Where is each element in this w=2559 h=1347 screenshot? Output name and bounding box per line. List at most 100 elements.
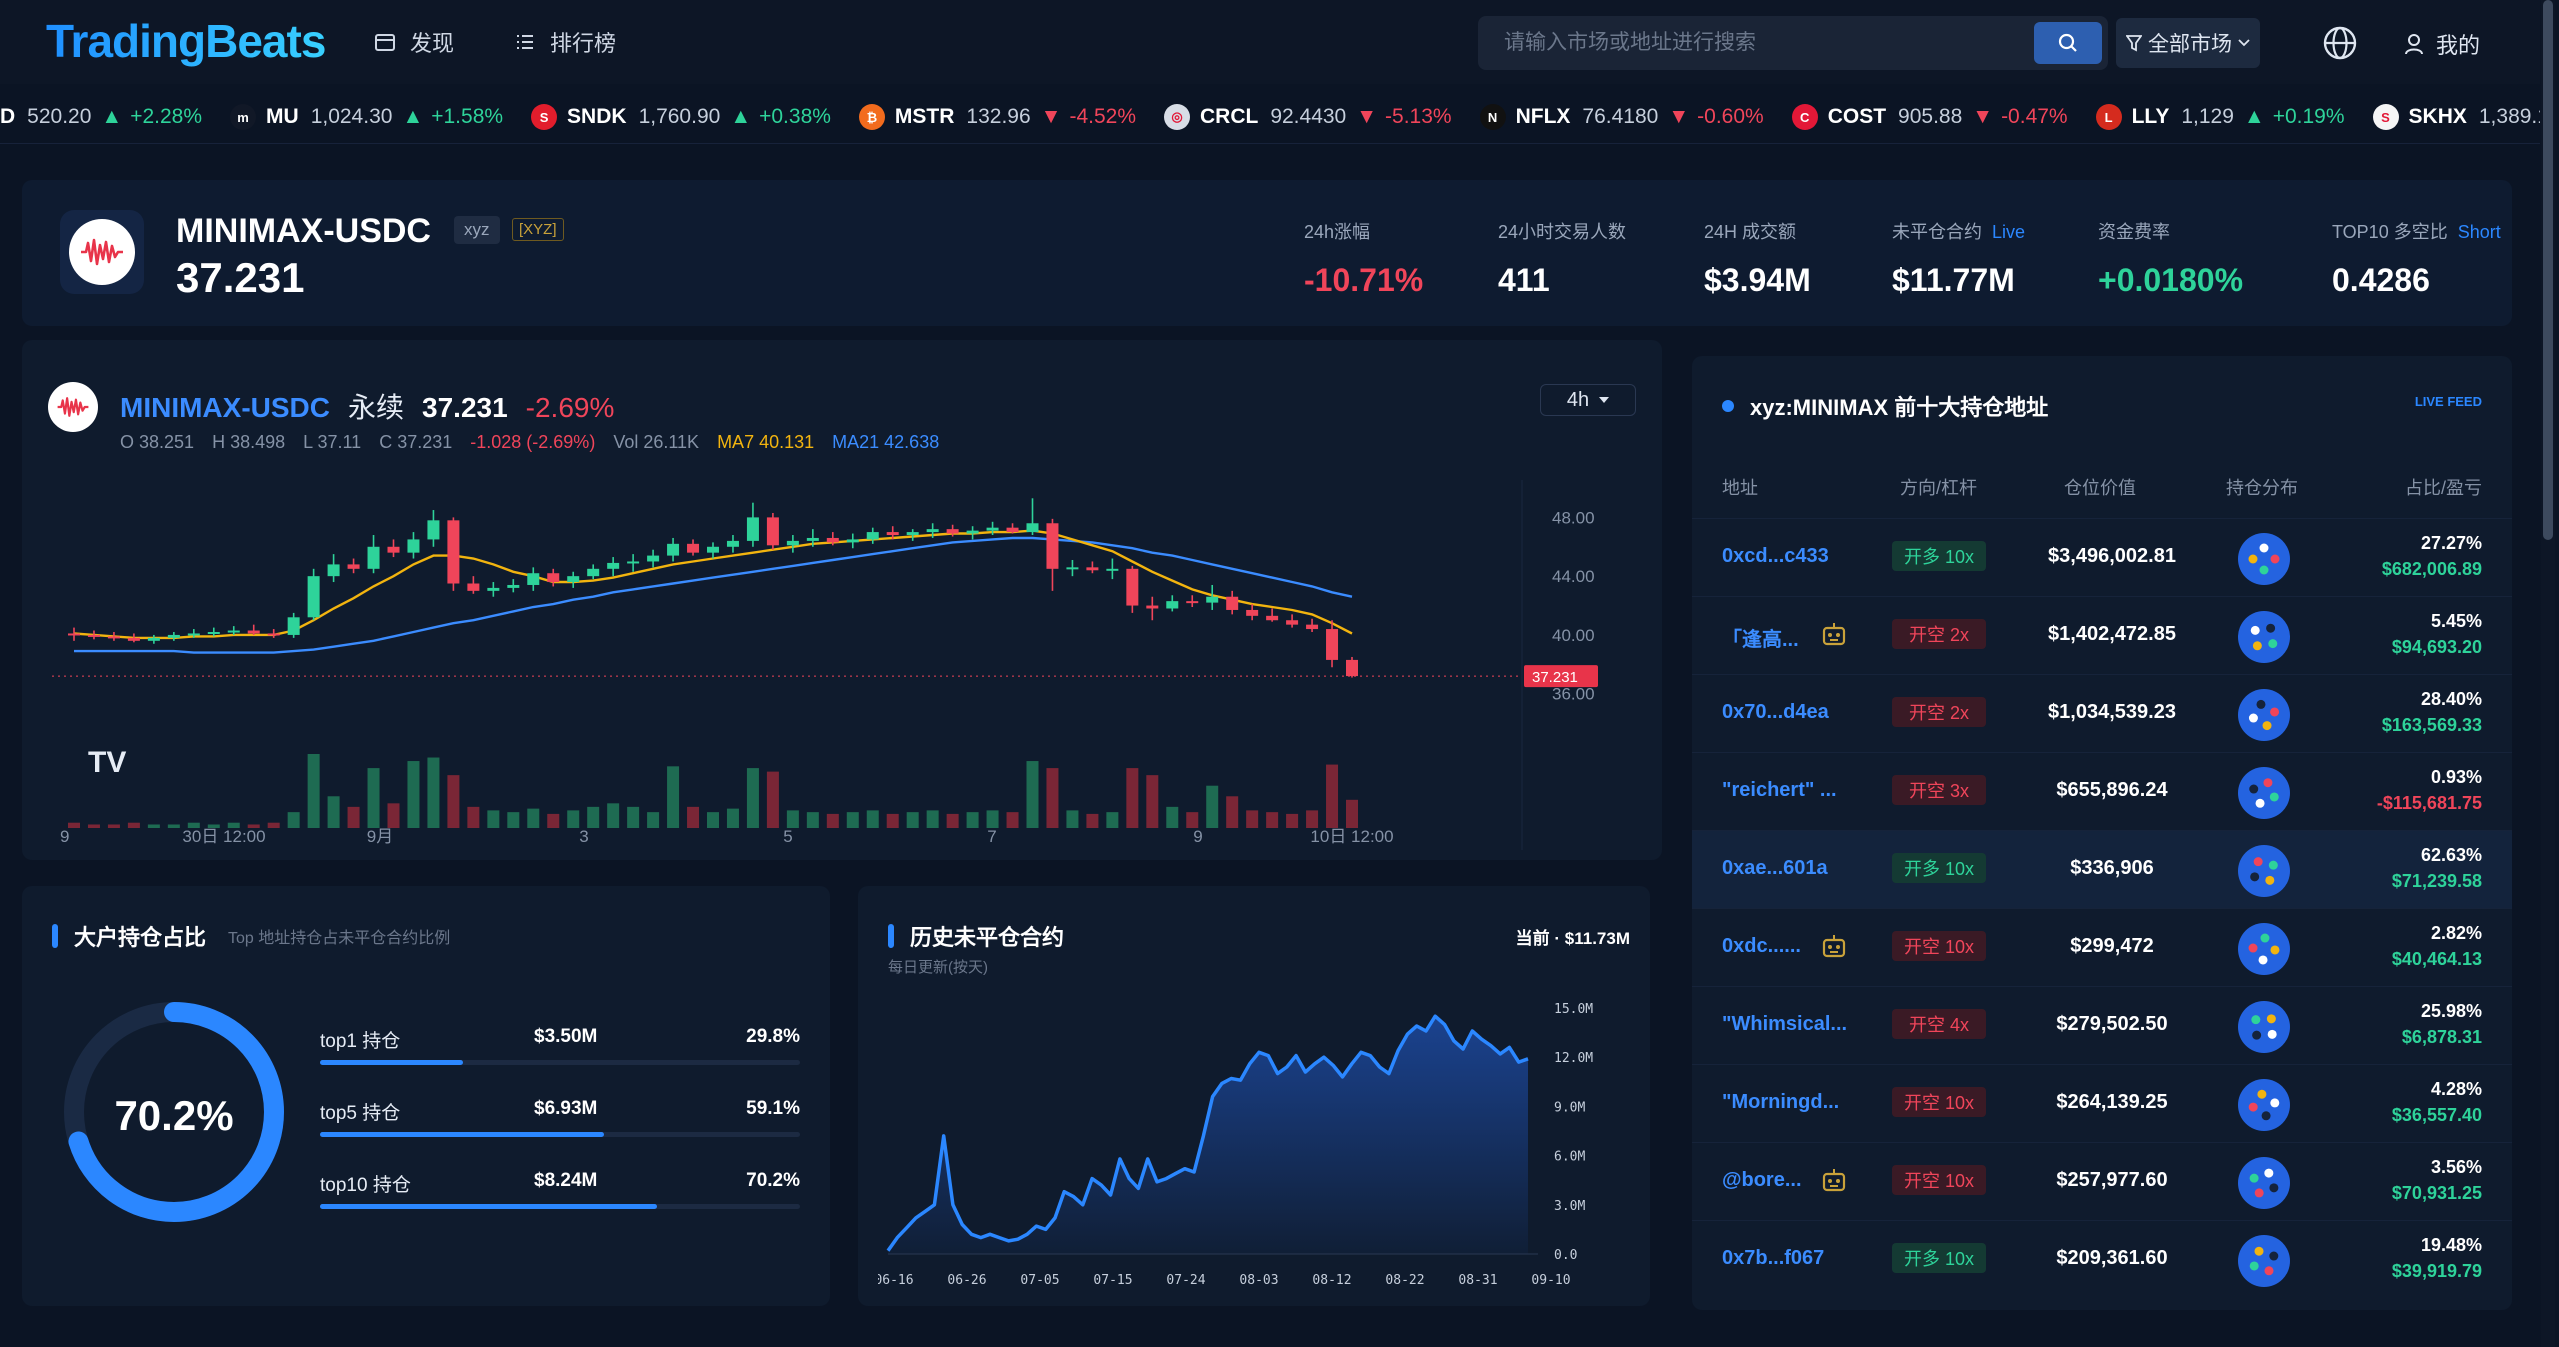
- volume-bar: [1126, 768, 1139, 828]
- volume-bar: [826, 813, 839, 828]
- arrow-up-icon: ▲: [2243, 105, 2265, 128]
- volume-bar: [407, 761, 420, 828]
- candle-body: [786, 540, 799, 546]
- volume-bar: [726, 808, 739, 828]
- nav-discover-label: 发现: [410, 31, 455, 56]
- x-tick-label: 10日 12:00: [1310, 827, 1393, 846]
- holder-row[interactable]: "reichert" ... 开空 3x $655,896.24 0.93% -$115…: [1692, 752, 2512, 830]
- pair-price: 37.231: [176, 254, 305, 301]
- nav-discover[interactable]: 发现: [374, 26, 454, 58]
- holder-address[interactable]: "Morningd...: [1722, 1091, 1840, 1113]
- holder-row[interactable]: 0x7b...f067 开多 10x $209,361.60 19.48% $39,91…: [1692, 1220, 2512, 1298]
- pie-segment: [2256, 699, 2266, 709]
- volume-bar: [387, 803, 400, 828]
- ticker-item[interactable]: C COST 905.88 ▼ -0.47%: [1791, 104, 2068, 130]
- candle-body: [906, 532, 919, 536]
- oi-y-tick: 6.0M: [1554, 1150, 1585, 1165]
- holder-address[interactable]: 0xcd...c433: [1722, 545, 1829, 567]
- scrollbar-thumb[interactable]: [2543, 0, 2553, 540]
- ticker-item[interactable]: L LLY 1,129 ▲ +0.19%: [2095, 104, 2345, 130]
- candle-body: [187, 633, 200, 636]
- volume-bar: [687, 806, 700, 828]
- holder-row[interactable]: 0xae...601a 开多 10x $336,906 62.63% $71,239.5…: [1692, 830, 2512, 908]
- candle-body: [147, 637, 160, 641]
- holder-address[interactable]: "Whimsical...: [1722, 1013, 1848, 1035]
- candle-body: [607, 562, 620, 569]
- concentration-donut: [64, 1002, 284, 1222]
- ticker-price: 1,024.30: [310, 105, 393, 128]
- oi-x-tick: 06-16: [878, 1273, 914, 1288]
- holder-position-value: $3,496,002.81: [2048, 545, 2176, 567]
- user-menu[interactable]: 我的: [2404, 28, 2480, 60]
- pie-segment: [2252, 1030, 2262, 1040]
- candle-body: [1206, 596, 1219, 603]
- candle-body: [966, 530, 979, 534]
- volume-bar: [1286, 813, 1299, 828]
- globe-icon[interactable]: [2322, 25, 2358, 61]
- volume-bar: [1026, 761, 1039, 828]
- candle-body: [1026, 523, 1039, 533]
- volume-bar: [187, 822, 200, 828]
- holder-pnl: $39,919.79: [2391, 1261, 2482, 1281]
- pie-segment: [2264, 1266, 2274, 1276]
- ticker-item[interactable]: ◎ CRCL 92.4430 ▼ -5.13%: [1164, 104, 1452, 130]
- x-tick-label: 7: [987, 827, 996, 846]
- concentration-pct: 29.8%: [746, 1026, 800, 1047]
- holders-title: xyz:MINIMAX 前十大持仓地址: [1722, 390, 2048, 422]
- volume-bar: [1066, 810, 1079, 828]
- x-tick-label: 30日 12:00: [182, 827, 265, 846]
- oi-current-value: 当前 · $11.73M: [1515, 929, 1630, 948]
- robot-icon: [1820, 933, 1848, 964]
- holder-position-value: $299,472: [2070, 935, 2154, 957]
- volume-bar: [886, 813, 899, 828]
- logo[interactable]: TradingBeats: [46, 15, 326, 67]
- waveform-icon: [57, 397, 89, 417]
- candle-body: [68, 633, 80, 636]
- ticker-price: 905.88: [1898, 105, 1963, 128]
- holder-address[interactable]: @bore...: [1722, 1169, 1802, 1191]
- market-filter-dropdown[interactable]: 全部市场: [2116, 18, 2260, 68]
- oi-y-tick: 12.0M: [1554, 1051, 1593, 1066]
- volume-bar: [147, 824, 160, 828]
- holder-address[interactable]: 0xae...601a: [1722, 857, 1828, 879]
- candle-body: [167, 634, 180, 638]
- ticker-item[interactable]: S SNDK 1,760.90 ▲ +0.38%: [531, 104, 831, 130]
- volume-bar: [247, 824, 260, 828]
- interval-selector[interactable]: 4h: [1540, 384, 1636, 416]
- pair-logo: [60, 210, 144, 294]
- ticker-item[interactable]: D 520.20 ▲ +2.28%: [0, 104, 202, 130]
- holder-row[interactable]: 0x70...d4ea 开空 2x $1,034,539.23 28.40% $163,…: [1692, 674, 2512, 752]
- holder-row[interactable]: 「逢高... 开空 2x $1,402,472.85 5.45% $94,693.20: [1692, 596, 2512, 674]
- search-input[interactable]: [1478, 31, 2028, 55]
- ticker-item[interactable]: N NFLX 76.4180 ▼ -0.60%: [1479, 104, 1764, 130]
- search-button[interactable]: [2034, 22, 2102, 64]
- arrow-down-icon: ▼: [1668, 105, 1690, 128]
- page-scrollbar[interactable]: [2541, 0, 2555, 1347]
- ticker-item[interactable]: ₿ MSTR 132.96 ▼ -4.52%: [858, 104, 1136, 130]
- holder-row[interactable]: @bore... 开空 10x $257,977.60 3.56% $70,931.25: [1692, 1142, 2512, 1220]
- nav-ranking[interactable]: 排行榜: [514, 26, 616, 58]
- holder-share: 3.56%: [2430, 1157, 2482, 1177]
- holder-address[interactable]: 0x70...d4ea: [1722, 701, 1829, 723]
- list-icon: [517, 35, 533, 49]
- holder-row[interactable]: "Morningd... 开空 10x $264,139.25 4.28% $36,55…: [1692, 1064, 2512, 1142]
- candle-body: [487, 587, 500, 591]
- volume-bar: [707, 812, 719, 828]
- holder-position-value: $336,906: [2070, 857, 2154, 879]
- holder-address[interactable]: "reichert" ...: [1722, 779, 1837, 801]
- holder-address[interactable]: 0xdc......: [1722, 935, 1801, 957]
- holder-address[interactable]: 「逢高...: [1722, 629, 1799, 651]
- holder-row[interactable]: "Whimsical... 开空 4x $279,502.50 25.98% $6,87…: [1692, 986, 2512, 1064]
- concentration-fill: [320, 1132, 604, 1137]
- holder-row[interactable]: 0xdc...... 开空 10x $299,472 2.82% $40,464.13: [1692, 908, 2512, 986]
- volume-bar: [547, 813, 560, 828]
- holder-distribution-pie: [2238, 689, 2290, 741]
- open-interest-chart[interactable]: 15.0M 12.0M 9.0M 6.0M 3.0M 0.0 06-16 06-26 07-05…: [878, 996, 1638, 1296]
- holder-row[interactable]: 0xcd...c433 开多 10x $3,496,002.81 27.27% $682…: [1692, 518, 2512, 596]
- ticker-logo-icon: C: [1791, 104, 1818, 130]
- ticker-item[interactable]: m MU 1,024.30 ▲ +1.58%: [230, 104, 503, 130]
- last-price-label: 37.231: [1532, 669, 1578, 686]
- holder-address[interactable]: 0x7b...f067: [1722, 1247, 1825, 1269]
